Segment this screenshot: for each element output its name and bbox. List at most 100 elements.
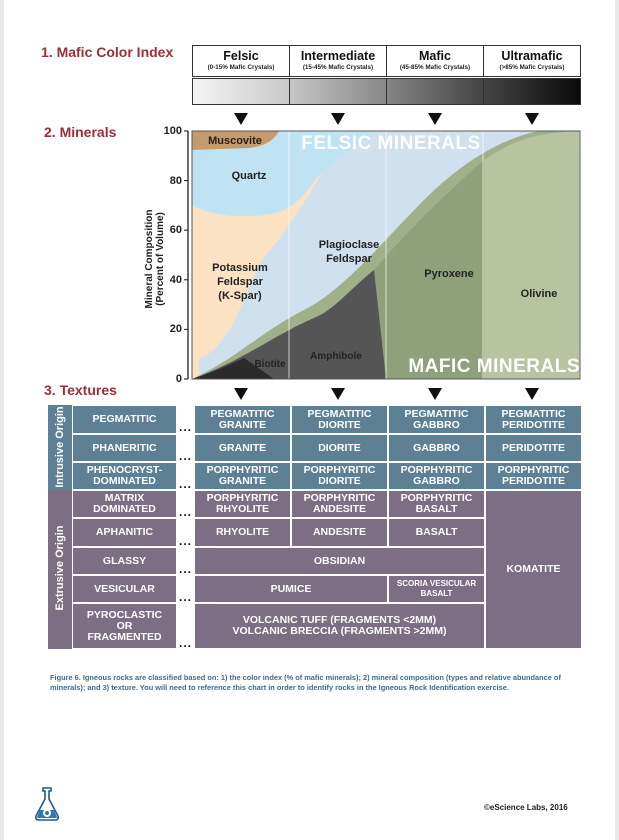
volcanic-breccia: VOLCANIC BRECCIA (FRAGMENTS >2MM) xyxy=(232,625,447,637)
color-index-name: Ultramafic xyxy=(501,49,563,63)
muscovite-label: Muscovite xyxy=(208,135,262,147)
kspar-line1: Potassium xyxy=(212,262,268,274)
olivine-label: Olivine xyxy=(520,288,558,300)
chart-border xyxy=(191,130,581,380)
arrow-down-icon xyxy=(525,113,539,125)
texture-pegmatitic: PEGMATITIC xyxy=(72,405,177,434)
felsic-minerals-title: FELSIC MINERALS xyxy=(301,133,481,154)
dots-separator: ... xyxy=(179,449,193,463)
rock-rhyolite: RHYOLITE xyxy=(194,518,291,547)
color-index-intermediate: Intermediate (15-45% Mafic Crystals) xyxy=(289,45,387,77)
dots-separator: ... xyxy=(179,505,193,519)
rock-obsidian: OBSIDIAN xyxy=(194,547,485,575)
y-axis-label-line1: Mineral Composition xyxy=(144,209,155,309)
dots-separator: ... xyxy=(179,420,193,434)
y-tick-label: 100 xyxy=(163,125,182,137)
rock-gabbro: GABBRO xyxy=(388,434,485,462)
quartz-region xyxy=(192,131,376,217)
dots-separator: ... xyxy=(179,636,193,650)
potassium-feldspar-label: Potassium Feldspar (K-Spar) xyxy=(200,261,280,303)
y-axis-label: Mineral Composition (Percent of Volume) xyxy=(144,179,166,339)
rock-porphyritic-diorite: PORPHYRITIC DIORITE xyxy=(291,462,388,490)
rock-scoria: SCORIA VESICULAR BASALT xyxy=(388,575,485,603)
copyright: ©eScience Labs, 2016 xyxy=(484,803,568,812)
olivine-region xyxy=(484,131,579,379)
section-title-minerals: 2. Minerals xyxy=(44,124,117,140)
intrusive-origin-bar xyxy=(48,405,72,490)
color-index-range: (15-45% Mafic Crystals) xyxy=(302,64,374,71)
arrow-down-icon xyxy=(428,113,442,125)
color-index-mafic: Mafic (45-85% Mafic Crystals) xyxy=(386,45,484,77)
rock-pegmatitic-gabbro: PEGMATITIC GABBRO xyxy=(388,405,485,434)
texture-pyroclastic: PYROCLASTIC OR FRAGMENTED xyxy=(72,603,177,649)
color-index-name: Felsic xyxy=(223,49,259,63)
texture-matrix-dominated: MATRIX DOMINATED xyxy=(72,490,177,518)
biotite-amphibole-dark xyxy=(192,267,391,379)
texture-aphanitic: APHANITIC xyxy=(72,518,177,547)
rock-granite: GRANITE xyxy=(194,434,291,462)
volcanic-tuff: VOLCANIC TUFF (FRAGMENTS <2MM) xyxy=(242,614,437,626)
color-index-name: Mafic xyxy=(419,49,451,63)
biotite-label: Biotite xyxy=(254,359,286,370)
rock-porphyritic-granite: PORPHYRITIC GRANITE xyxy=(194,462,291,490)
rock-peridotite: PERIDOTITE xyxy=(485,434,582,462)
texture-phenocryst-dominated: PHENOCRYST-DOMINATED xyxy=(72,462,177,490)
color-index-range: (>85% Mafic Crystals) xyxy=(499,64,565,71)
pyroxene-label: Pyroxene xyxy=(424,268,474,280)
texture-phaneritic: PHANERITIC xyxy=(72,434,177,462)
rock-pegmatitic-peridotite: PEGMATITIC PERIDOTITE xyxy=(485,405,582,434)
rock-diorite: DIORITE xyxy=(291,434,388,462)
escience-flask-logo-icon xyxy=(35,787,59,821)
y-tick-label: 0 xyxy=(175,373,182,385)
arrow-down-icon xyxy=(525,388,539,400)
amphibole-label: Amphibole xyxy=(310,351,362,362)
color-gradient-mafic xyxy=(386,78,484,105)
y-tick-label: 60 xyxy=(169,224,182,236)
muscovite-region xyxy=(192,131,279,150)
rock-andesite: ANDESITE xyxy=(291,518,388,547)
plag-line1: Plagioclase xyxy=(318,239,380,251)
rock-pegmatitic-diorite: PEGMATITIC DIORITE xyxy=(291,405,388,434)
rock-volcanic-tuff-breccia: VOLCANIC TUFF (FRAGMENTS <2MM) VOLCANIC … xyxy=(194,603,485,649)
dots-separator: ... xyxy=(179,590,193,604)
rock-porphyritic-peridotite: PORPHYRITIC PERIDOTITE xyxy=(485,462,582,490)
rock-pegmatitic-granite: PEGMATITIC GRANITE xyxy=(194,405,291,434)
color-index-range: (0-15% Mafic Crystals) xyxy=(207,64,275,71)
dots-separator: ... xyxy=(179,477,193,491)
rock-komatite: KOMATITE xyxy=(485,490,582,649)
rock-porphyritic-gabbro: PORPHYRITIC GABBRO xyxy=(388,462,485,490)
figure-caption: Figure 6. Igneous rocks are classified b… xyxy=(50,673,561,692)
dots-separator: ... xyxy=(179,534,193,548)
y-tick-label: 80 xyxy=(169,175,182,187)
arrow-down-icon xyxy=(331,388,345,400)
dots-separator: ... xyxy=(179,562,193,576)
quartz-label: Quartz xyxy=(231,170,267,182)
mafic-minerals-title: MAFIC MINERALS xyxy=(408,356,580,377)
color-index-ultramafic: Ultramafic (>85% Mafic Crystals) xyxy=(483,45,581,77)
extrusive-origin-label: Extrusive Origin xyxy=(54,525,66,611)
color-index-range: (45-85% Mafic Crystals) xyxy=(399,64,471,71)
biotite-region xyxy=(192,358,274,379)
color-gradient-intermediate xyxy=(289,78,387,105)
rock-porphyritic-andesite: PORPHYRITIC ANDESITE xyxy=(291,490,388,518)
rock-basalt: BASALT xyxy=(388,518,485,547)
plagioclase-label: Plagioclase Feldspar xyxy=(309,238,389,266)
y-tick-label: 40 xyxy=(169,274,182,286)
section-title-textures: 3. Textures xyxy=(44,382,117,398)
rock-porphyritic-basalt: PORPHYRITIC BASALT xyxy=(388,490,485,518)
arrow-down-icon xyxy=(234,388,248,400)
rock-porphyritic-rhyolite: PORPHYRITIC RHYOLITE xyxy=(194,490,291,518)
plag-line2: Feldspar xyxy=(326,253,372,265)
texture-vesicular: VESICULAR xyxy=(72,575,177,603)
arrow-down-icon xyxy=(234,113,248,125)
color-index-name: Intermediate xyxy=(300,49,376,63)
arrow-down-icon xyxy=(428,388,442,400)
minerals-chart xyxy=(184,130,581,380)
y-axis-label-line2: (Percent of Volume) xyxy=(155,212,166,306)
kspar-line3: (K-Spar) xyxy=(218,290,262,302)
kspar-line2: Feldspar xyxy=(217,276,263,288)
intrusive-origin-label: Intrusive Origin xyxy=(54,406,66,488)
section-title-color-index: 1. Mafic Color Index xyxy=(41,44,174,60)
rock-pumice: PUMICE xyxy=(194,575,388,603)
color-gradient-ultramafic xyxy=(483,78,581,105)
